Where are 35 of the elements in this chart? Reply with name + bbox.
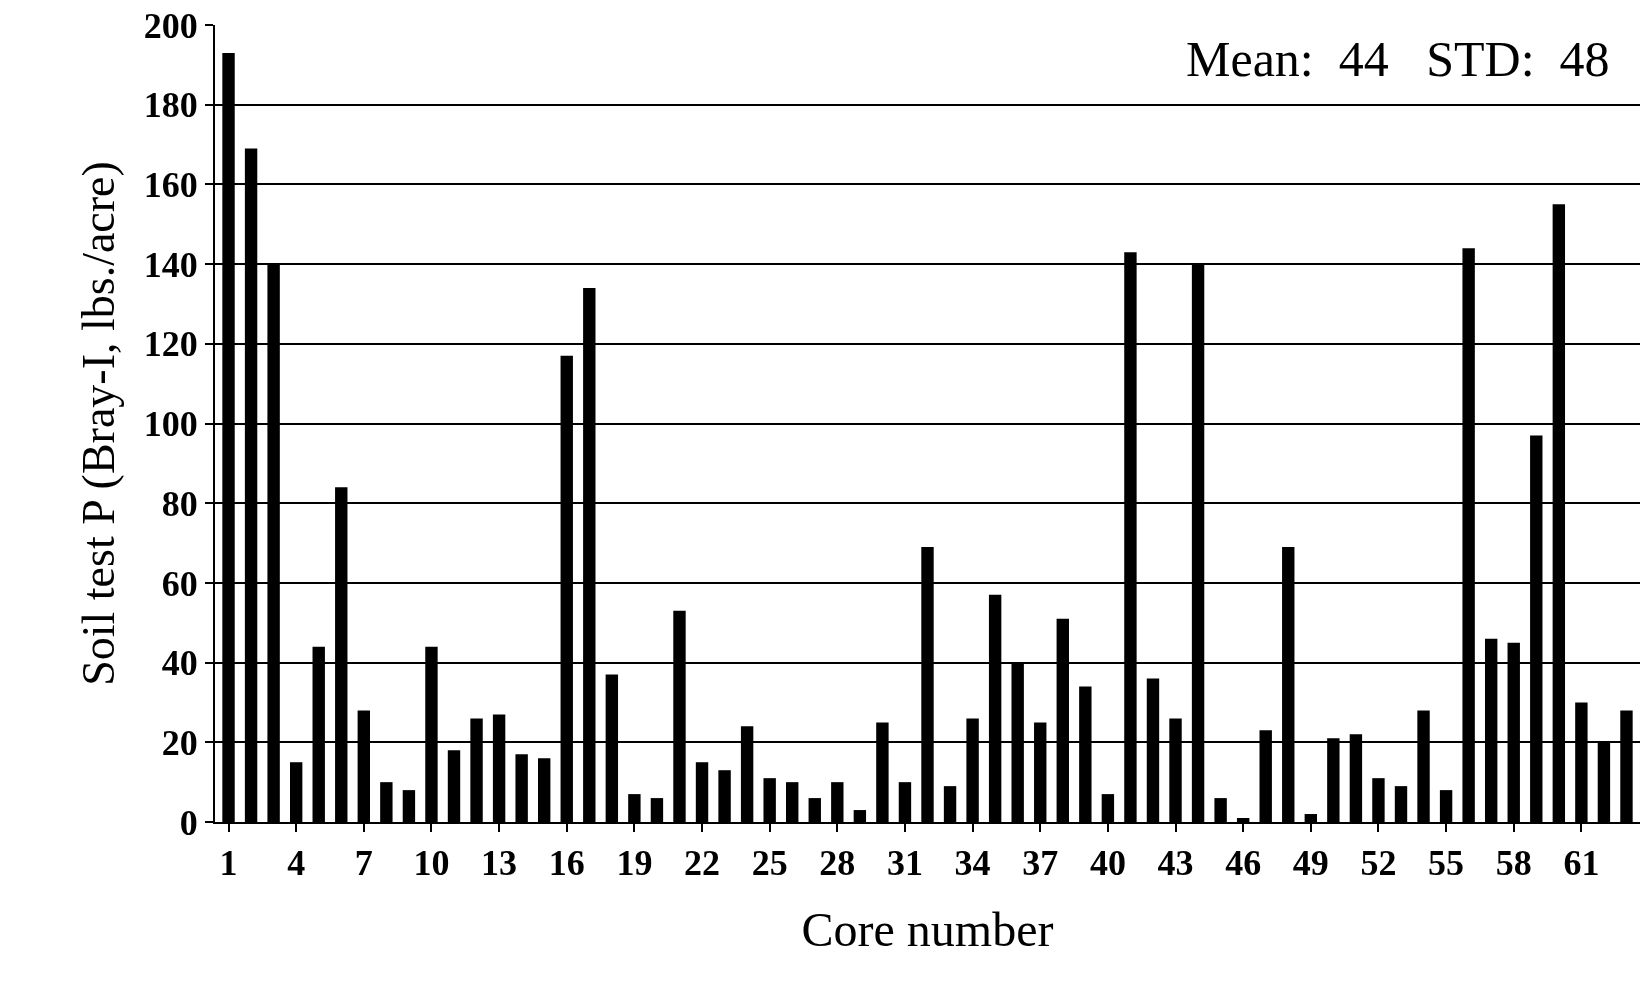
y-tick-label: 140 [143,244,198,285]
x-tick-label: 19 [616,843,653,884]
x-tick-label: 58 [1495,843,1532,884]
y-tick-label: 120 [143,324,198,365]
y-tick-label: 60 [161,563,198,604]
x-tick-label: 4 [287,843,306,884]
x-tick-label: 10 [413,843,450,884]
x-tick-label: 34 [954,843,991,884]
x-tick-label: 7 [354,843,373,884]
x-tick-label: 61 [1563,843,1600,884]
y-tick-label: 20 [161,722,198,763]
y-tick-label: 160 [143,165,198,205]
x-tick-label: 52 [1360,843,1397,884]
y-tick-label: 0 [179,802,198,843]
x-tick-label: 55 [1428,843,1465,884]
x-tick-label: 37 [1022,843,1059,884]
y-tick-label: 200 [143,5,198,46]
x-tick-label: 13 [481,843,518,884]
x-tick-label: 46 [1225,843,1262,884]
x-tick-label: 49 [1292,843,1329,884]
x-tick-label: 22 [684,843,721,884]
annotation: Mean: 44 STD: 48 [1186,31,1610,87]
y-tick-label: 40 [161,643,198,684]
y-tick-label: 180 [143,85,198,126]
x-tick-label: 28 [819,843,856,884]
x-tick-label: 1 [219,843,238,884]
y-tick-label: 100 [143,404,198,445]
x-tick-label: 40 [1089,843,1126,884]
x-tick-label: 31 [886,843,923,884]
x-tick-label: 43 [1157,843,1194,884]
y-tick-label: 80 [161,483,198,524]
y-axis-title: Soil test P (Bray-I, lbs./acre) [72,161,124,686]
x-axis-title: Core number [801,902,1054,956]
x-tick-label: 25 [751,843,788,884]
x-tick-label: 16 [548,843,585,884]
